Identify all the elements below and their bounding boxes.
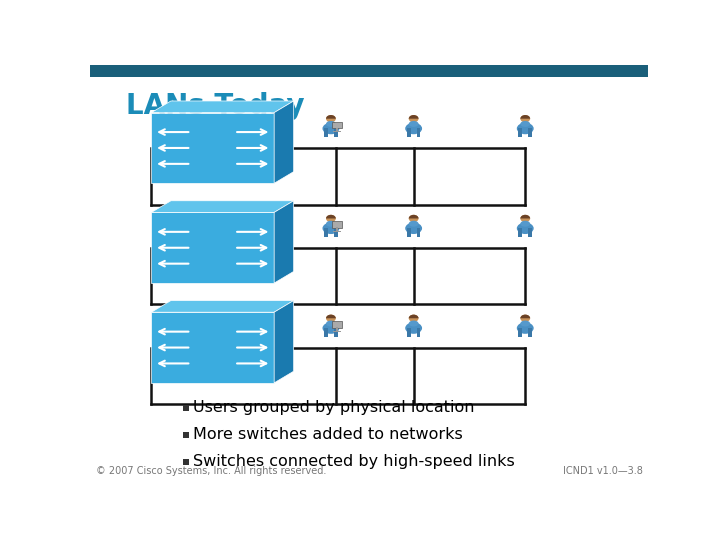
Bar — [151, 113, 274, 183]
Circle shape — [521, 215, 530, 222]
Text: LANs Today: LANs Today — [126, 92, 305, 120]
Circle shape — [326, 115, 336, 123]
Bar — [336, 327, 338, 331]
Ellipse shape — [409, 221, 418, 227]
Bar — [333, 231, 341, 232]
Polygon shape — [274, 201, 294, 283]
Ellipse shape — [409, 321, 418, 327]
Ellipse shape — [323, 322, 339, 334]
Text: More switches added to networks: More switches added to networks — [193, 427, 463, 442]
Polygon shape — [274, 301, 294, 383]
Bar — [151, 312, 274, 383]
Bar — [334, 228, 338, 237]
Bar — [331, 221, 342, 228]
Bar — [518, 228, 522, 237]
Bar — [333, 131, 341, 132]
Bar — [324, 228, 328, 237]
Bar — [336, 227, 338, 231]
Wedge shape — [326, 115, 336, 119]
Ellipse shape — [517, 123, 534, 134]
Wedge shape — [409, 315, 418, 318]
Bar — [333, 330, 341, 332]
Ellipse shape — [521, 121, 530, 127]
Bar — [417, 328, 420, 336]
Ellipse shape — [517, 222, 534, 234]
Bar — [407, 228, 410, 237]
Bar — [334, 328, 338, 336]
Circle shape — [409, 215, 418, 222]
Bar — [407, 328, 410, 336]
Circle shape — [409, 315, 418, 322]
Circle shape — [326, 315, 336, 322]
Polygon shape — [151, 201, 294, 212]
Bar — [518, 328, 522, 336]
Bar — [334, 129, 338, 137]
Ellipse shape — [405, 123, 422, 134]
Text: Users grouped by physical location: Users grouped by physical location — [193, 400, 474, 415]
Bar — [324, 129, 328, 137]
Bar — [417, 129, 420, 137]
Bar — [528, 129, 532, 137]
Ellipse shape — [521, 221, 530, 227]
Ellipse shape — [326, 221, 336, 227]
Text: Switches connected by high-speed links: Switches connected by high-speed links — [193, 454, 515, 469]
Bar — [336, 127, 338, 131]
Wedge shape — [521, 315, 530, 318]
Bar — [331, 122, 342, 128]
Bar — [183, 406, 189, 411]
Ellipse shape — [323, 222, 339, 234]
Ellipse shape — [409, 121, 418, 127]
Ellipse shape — [405, 322, 422, 334]
Polygon shape — [151, 301, 294, 312]
Bar — [183, 460, 189, 465]
Bar — [528, 328, 532, 336]
Polygon shape — [151, 101, 294, 113]
Bar — [417, 228, 420, 237]
Bar — [324, 328, 328, 336]
Circle shape — [326, 215, 336, 222]
Ellipse shape — [326, 121, 336, 127]
Wedge shape — [521, 215, 530, 219]
Circle shape — [521, 115, 530, 123]
Ellipse shape — [517, 322, 534, 334]
Bar — [407, 129, 410, 137]
Wedge shape — [409, 115, 418, 119]
Wedge shape — [409, 215, 418, 219]
Bar — [518, 129, 522, 137]
Ellipse shape — [326, 321, 336, 327]
Wedge shape — [326, 215, 336, 219]
Circle shape — [409, 115, 418, 123]
Circle shape — [521, 315, 530, 322]
Wedge shape — [326, 315, 336, 318]
Bar — [528, 228, 532, 237]
Bar — [183, 433, 189, 438]
Bar — [90, 65, 648, 77]
Bar — [151, 212, 274, 283]
Ellipse shape — [521, 321, 530, 327]
Ellipse shape — [323, 123, 339, 134]
Bar — [331, 321, 342, 328]
Ellipse shape — [405, 222, 422, 234]
Polygon shape — [274, 101, 294, 183]
Wedge shape — [521, 115, 530, 119]
Text: © 2007 Cisco Systems, Inc. All rights reserved.: © 2007 Cisco Systems, Inc. All rights re… — [96, 465, 326, 476]
Text: ICND1 v1.0—3.8: ICND1 v1.0—3.8 — [562, 465, 642, 476]
